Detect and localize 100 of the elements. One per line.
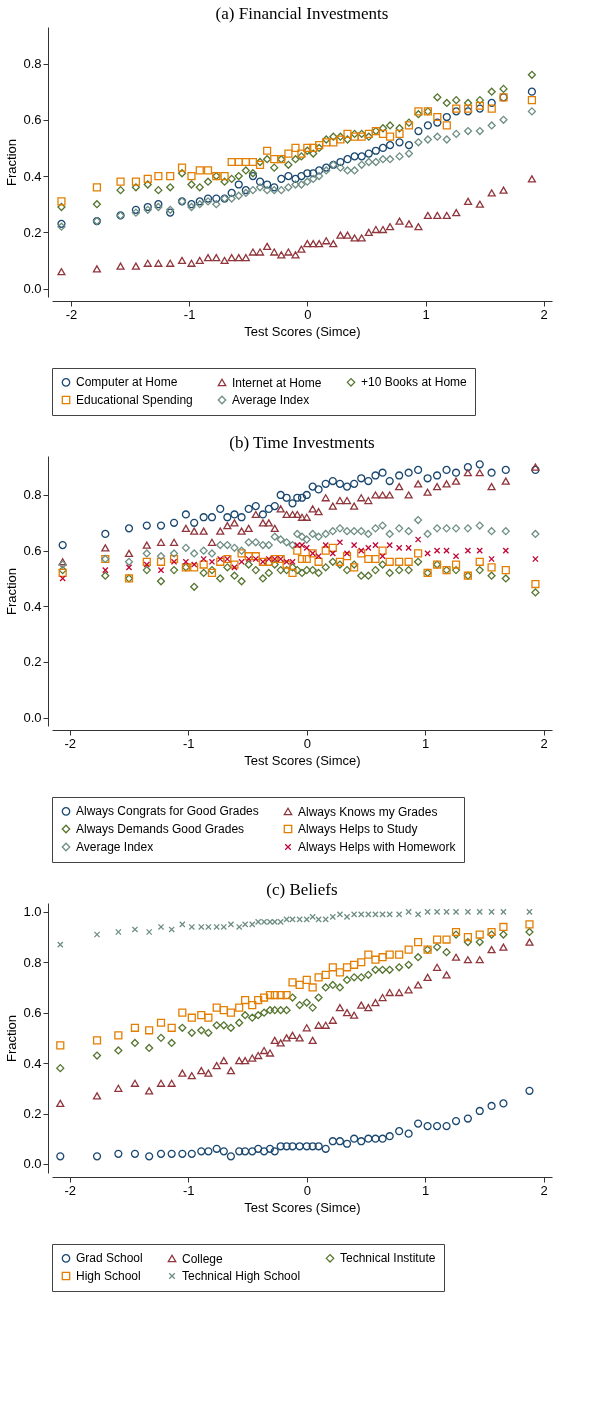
point xyxy=(227,157,236,167)
point xyxy=(145,1152,154,1161)
point xyxy=(414,981,423,989)
point xyxy=(154,259,163,267)
point xyxy=(208,558,216,566)
point xyxy=(350,960,359,969)
point xyxy=(527,70,537,79)
point xyxy=(92,1036,102,1045)
y-tick-label: 0.8 xyxy=(23,487,42,503)
point xyxy=(395,566,404,575)
point xyxy=(451,524,461,533)
point xyxy=(142,541,151,549)
y-axis-title: Fraction xyxy=(4,139,20,186)
point xyxy=(475,200,485,208)
point xyxy=(177,169,187,178)
point xyxy=(308,505,317,513)
point xyxy=(295,980,304,990)
point xyxy=(451,468,461,477)
point xyxy=(297,180,306,189)
point xyxy=(230,510,239,519)
point xyxy=(101,529,110,539)
point xyxy=(288,563,297,572)
point xyxy=(385,1132,394,1141)
point xyxy=(265,1144,275,1153)
point xyxy=(463,126,473,136)
point xyxy=(308,1142,317,1151)
point xyxy=(276,566,285,575)
point xyxy=(371,524,380,533)
point xyxy=(270,990,279,1000)
point xyxy=(404,141,414,150)
point xyxy=(190,563,199,572)
legend-label: Average Index xyxy=(76,840,154,854)
point xyxy=(395,217,404,225)
point xyxy=(181,543,190,552)
point xyxy=(227,188,236,198)
point xyxy=(244,560,253,569)
x-tick-label: 0 xyxy=(303,735,311,751)
point xyxy=(167,1149,176,1158)
point xyxy=(487,482,496,491)
point xyxy=(270,560,279,569)
y-tick-label: 0.4 xyxy=(23,168,42,184)
y-tick-label: 0.8 xyxy=(23,954,42,970)
point xyxy=(475,521,484,530)
legend-label: Always Knows my Grades xyxy=(298,804,438,819)
point xyxy=(293,510,302,519)
point xyxy=(234,180,243,189)
point xyxy=(309,149,318,158)
point xyxy=(181,510,190,519)
point xyxy=(342,552,352,561)
point xyxy=(487,104,496,113)
point xyxy=(288,568,297,578)
point xyxy=(379,552,386,560)
point xyxy=(258,510,268,519)
point xyxy=(501,527,510,536)
point xyxy=(169,566,179,575)
point xyxy=(378,521,387,530)
point xyxy=(385,950,394,959)
point xyxy=(190,527,199,535)
point xyxy=(350,502,359,510)
point xyxy=(371,554,380,564)
point xyxy=(463,932,472,942)
point xyxy=(282,566,291,575)
point xyxy=(244,524,253,533)
point xyxy=(248,1013,257,1022)
point xyxy=(200,555,207,563)
point xyxy=(282,1142,291,1151)
point xyxy=(293,493,302,502)
point xyxy=(463,937,472,947)
point xyxy=(241,253,250,262)
x-axis-title: Test Scores (Simce) xyxy=(244,323,361,339)
y-tick-label: 0.0 xyxy=(23,1156,42,1172)
point xyxy=(207,513,217,522)
point xyxy=(452,96,461,105)
point xyxy=(216,540,225,550)
point xyxy=(131,177,141,186)
point xyxy=(385,988,394,997)
point xyxy=(329,550,337,557)
point xyxy=(357,973,366,982)
point xyxy=(169,518,179,527)
point xyxy=(404,960,413,969)
point xyxy=(203,253,213,262)
point xyxy=(291,143,300,153)
point xyxy=(336,231,345,239)
point xyxy=(276,535,285,544)
point xyxy=(187,171,196,181)
point xyxy=(442,935,451,944)
point xyxy=(336,163,345,172)
point xyxy=(223,513,232,522)
point xyxy=(378,225,388,234)
point xyxy=(432,482,442,491)
point xyxy=(124,549,134,558)
point xyxy=(227,174,236,183)
point xyxy=(230,560,239,569)
point xyxy=(115,928,122,936)
point xyxy=(499,84,508,93)
point xyxy=(475,930,484,939)
point xyxy=(414,138,423,147)
point xyxy=(442,121,451,130)
point xyxy=(302,554,311,564)
point xyxy=(371,998,380,1007)
